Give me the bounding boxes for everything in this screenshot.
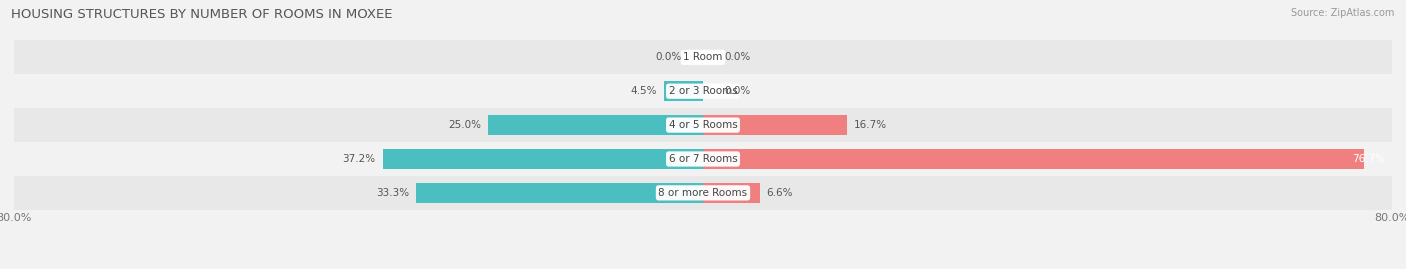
Text: 0.0%: 0.0%: [724, 52, 751, 62]
Text: 76.7%: 76.7%: [1353, 154, 1385, 164]
Text: 0.0%: 0.0%: [724, 86, 751, 96]
Text: 33.3%: 33.3%: [377, 188, 409, 198]
Bar: [14, 142, 1392, 176]
Bar: [416, 183, 703, 203]
Text: 4 or 5 Rooms: 4 or 5 Rooms: [669, 120, 737, 130]
Text: 25.0%: 25.0%: [449, 120, 481, 130]
Bar: [382, 149, 703, 169]
Bar: [703, 183, 759, 203]
Text: 2 or 3 Rooms: 2 or 3 Rooms: [669, 86, 737, 96]
Text: 6 or 7 Rooms: 6 or 7 Rooms: [669, 154, 737, 164]
Text: 16.7%: 16.7%: [853, 120, 887, 130]
Text: 4.5%: 4.5%: [631, 86, 658, 96]
Text: 8 or more Rooms: 8 or more Rooms: [658, 188, 748, 198]
Bar: [488, 115, 703, 135]
Text: HOUSING STRUCTURES BY NUMBER OF ROOMS IN MOXEE: HOUSING STRUCTURES BY NUMBER OF ROOMS IN…: [11, 8, 392, 21]
Bar: [14, 40, 1392, 74]
Bar: [664, 81, 703, 101]
Bar: [14, 176, 1392, 210]
Text: Source: ZipAtlas.com: Source: ZipAtlas.com: [1291, 8, 1395, 18]
Bar: [14, 108, 1392, 142]
Text: 6.6%: 6.6%: [766, 188, 793, 198]
Bar: [14, 74, 1392, 108]
Text: 1 Room: 1 Room: [683, 52, 723, 62]
Text: 37.2%: 37.2%: [343, 154, 375, 164]
Bar: [703, 149, 1364, 169]
Bar: [703, 115, 846, 135]
Text: 0.0%: 0.0%: [655, 52, 682, 62]
